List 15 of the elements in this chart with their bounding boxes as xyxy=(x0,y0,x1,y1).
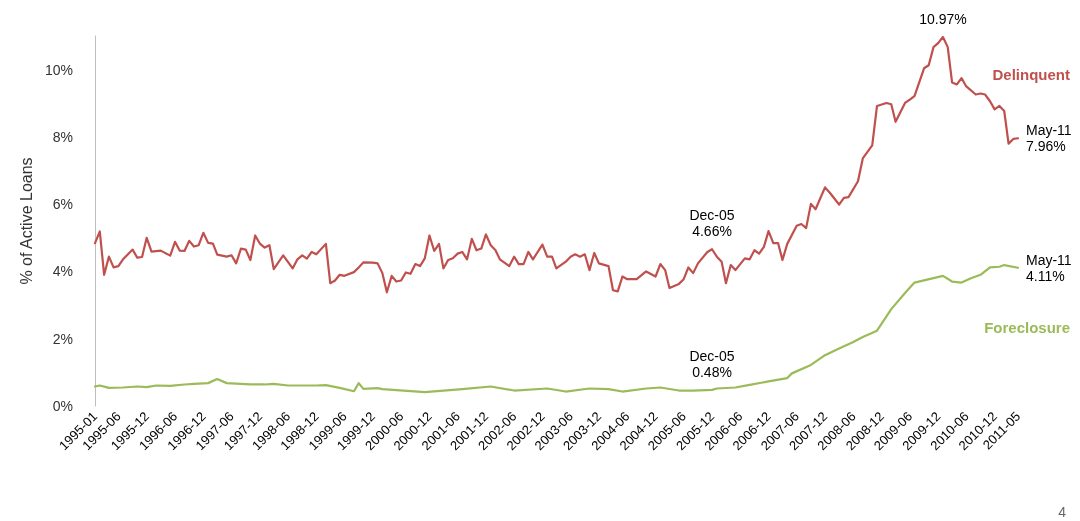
annotation: 10.97% xyxy=(919,11,967,28)
y-tick-label: 8% xyxy=(52,128,73,145)
annotation: Dec-05 0.48% xyxy=(689,347,735,380)
series-label: Delinquent xyxy=(992,65,1070,83)
y-tick-label: 6% xyxy=(52,196,73,213)
y-tick-label: 10% xyxy=(44,61,73,78)
text: 4 xyxy=(1058,504,1067,520)
text: Foreclosure xyxy=(984,319,1070,337)
annotation: Dec-05 4.66% xyxy=(689,207,735,240)
y-tick-label: 4% xyxy=(52,263,73,280)
y-tick-label: 0% xyxy=(52,398,73,414)
annotation: May-11 4.11% xyxy=(1026,251,1072,284)
y-tick-label: 2% xyxy=(52,330,73,347)
annotation: May-11 7.96% xyxy=(1026,122,1072,155)
y-axis-title: % of Active Loans xyxy=(17,157,35,285)
